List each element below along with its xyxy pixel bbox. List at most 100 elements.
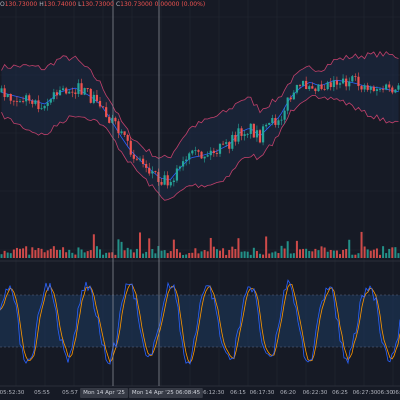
candle-body	[221, 143, 225, 145]
volume-bar	[6, 252, 9, 258]
candle-body	[181, 161, 185, 167]
volume-bar	[234, 248, 237, 258]
volume-bar	[209, 237, 212, 258]
volume-bar	[108, 252, 111, 258]
candle-body	[194, 150, 197, 152]
candle-body	[212, 150, 215, 153]
volume-bar	[99, 249, 101, 258]
volume-bar	[157, 246, 160, 258]
candle-body	[101, 106, 105, 108]
volume-bar	[68, 249, 71, 258]
candle-body	[381, 88, 385, 90]
time-axis-tick: 06:17:30	[249, 390, 275, 396]
candle-body	[31, 100, 34, 104]
volume-bar	[212, 246, 215, 258]
volume-bar	[295, 240, 298, 258]
candle-body	[145, 164, 148, 168]
volume-pane	[0, 231, 400, 258]
candle-body	[292, 92, 295, 100]
volume-bar	[102, 254, 105, 258]
candle-body	[18, 101, 22, 102]
volume-bar	[169, 251, 172, 258]
candle-body	[286, 97, 289, 111]
volume-bar	[148, 238, 151, 258]
volume-bar	[292, 253, 295, 258]
candle-body	[375, 89, 379, 91]
volume-bar	[59, 249, 61, 258]
candle-body	[298, 85, 302, 86]
volume-bar	[22, 248, 25, 258]
time-axis-tick: 06:15	[230, 390, 246, 396]
bollinger-lower-line	[1, 94, 399, 201]
time-axis-tick: 05:57	[62, 390, 78, 396]
volume-bar	[25, 246, 28, 258]
candle-body	[135, 158, 139, 160]
candle-body	[111, 117, 114, 123]
candle-body	[120, 131, 123, 134]
volume-bar	[37, 248, 40, 258]
stochastic-pane[interactable]	[0, 279, 400, 365]
candle-body	[246, 133, 249, 135]
volume-bar	[34, 250, 37, 258]
candle-body	[265, 124, 268, 127]
volume-bar	[163, 250, 166, 258]
candle-body	[40, 108, 43, 110]
candle-body	[92, 94, 95, 103]
candle-body	[397, 85, 400, 90]
candle-body	[351, 76, 354, 82]
candle-body	[261, 126, 265, 143]
candle-body	[277, 120, 280, 125]
candle-body	[15, 101, 19, 102]
volume-bar	[215, 249, 218, 258]
candle-body	[329, 82, 332, 88]
volume-bar	[225, 254, 228, 258]
volume-bar	[154, 253, 157, 258]
candle-body	[231, 134, 234, 149]
volume-bar	[139, 232, 141, 258]
volume-bar	[388, 248, 391, 258]
volume-bar	[314, 248, 317, 258]
candle-body	[89, 88, 92, 103]
volume-bar	[326, 251, 329, 258]
candle-body	[252, 123, 255, 138]
high-value: 130.74000	[43, 1, 77, 8]
time-axis-tick: 06:25	[332, 390, 348, 396]
candle-body	[83, 88, 86, 95]
volume-bar	[182, 254, 185, 258]
candle-body	[86, 88, 89, 89]
candle-body	[228, 142, 231, 149]
volume-bar	[3, 250, 6, 258]
candle-body	[178, 166, 182, 169]
volume-bar	[188, 253, 191, 258]
candle-body	[369, 86, 372, 90]
candle-body	[117, 121, 120, 134]
candle-body	[388, 84, 391, 88]
candle-body	[77, 83, 80, 94]
candle-body	[105, 107, 108, 117]
volume-bar	[249, 254, 252, 258]
candle-body	[25, 95, 28, 102]
volume-bar	[345, 248, 348, 258]
volume-bar	[191, 252, 194, 258]
volume-bar	[95, 246, 98, 258]
volume-bar	[289, 253, 292, 258]
candle-body	[9, 94, 12, 101]
close-value: 130.73000	[120, 1, 153, 8]
volume-bar	[391, 247, 394, 258]
candle-body	[68, 91, 71, 94]
volume-bar	[80, 249, 83, 258]
candle-body	[163, 175, 166, 185]
volume-bar	[320, 246, 323, 258]
volume-bar	[274, 251, 277, 258]
candle-body	[348, 81, 351, 87]
candle-body	[49, 99, 52, 103]
candle-body	[366, 85, 369, 90]
volume-bar	[12, 249, 15, 258]
candle-body	[12, 100, 15, 102]
time-axis-tick: 05:52:30	[0, 390, 25, 396]
candle-body	[95, 94, 99, 101]
volume-bar	[363, 246, 366, 258]
price-pane[interactable]	[0, 50, 400, 201]
